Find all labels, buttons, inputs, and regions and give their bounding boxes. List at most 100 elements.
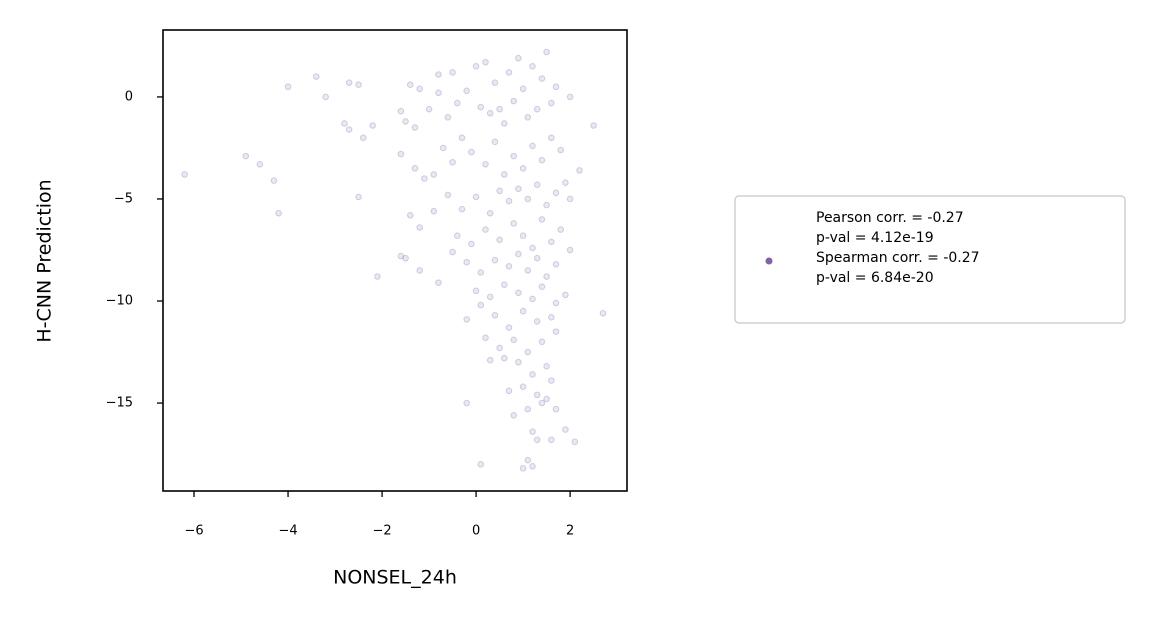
scatter-point [449,248,456,256]
scatter-point [552,405,560,413]
scatter-point [576,167,583,174]
scatter-point [486,209,494,217]
scatter-point [416,224,423,231]
scatter-point [519,307,527,315]
scatter-point [256,160,264,168]
scatter-point [529,295,536,303]
scatter-point [529,63,536,70]
scatter-point [397,107,405,115]
scatter-point [444,191,452,199]
scatter-point [533,436,541,444]
scatter-point [510,336,518,344]
scatter-point [453,99,461,107]
scatter-point [463,258,470,266]
scatter-point [477,269,485,276]
scatter-point [359,134,367,142]
scatter-point [562,426,569,433]
scatter-point [355,193,362,201]
scatter-point [439,144,447,152]
scatter-point [510,97,518,105]
legend-label: p-val = 6.84e-20 [816,270,934,286]
scatter-point [406,211,414,219]
scatter-point [524,195,532,203]
scatter-point [548,314,555,321]
scatter-point [275,209,282,217]
scatter-point [496,187,503,195]
scatter-point [524,456,532,464]
scatter-point [270,177,278,184]
scatter-point [533,105,541,113]
scatter-point [538,216,546,223]
x-axis-label: NONSEL_24h [333,567,457,589]
scatter-point [472,193,480,201]
scatter-point [411,124,419,131]
scatter-point [369,122,376,129]
scatter-point [501,120,508,127]
scatter-point [519,232,527,240]
scatter-point [505,197,513,205]
x-tick-label: −2 [372,524,391,539]
legend-label: Pearson corr. = -0.27 [816,210,964,226]
scatter-point [322,93,329,101]
scatter-point [435,279,442,286]
scatter-point [444,114,452,121]
scatter-point [548,99,555,107]
scatter-point [453,232,461,240]
scatter-point [458,134,466,142]
scatter-point [515,358,522,366]
scatter-point [515,54,522,62]
scatter-point [477,301,485,309]
legend-label: Spearman corr. = -0.27 [816,250,980,266]
scatter-point [533,318,541,325]
scatter-point [552,189,560,197]
y-tick-label: −15 [106,396,133,411]
scatter-point [477,103,485,111]
legend-box [734,195,1126,324]
scatter-point [524,405,532,413]
scatter-point [505,387,513,395]
y-tick-label: −5 [114,191,133,206]
scatter-point [430,171,438,178]
x-tick-label: −6 [184,524,203,539]
scatter-point [463,316,470,323]
scatter-point [538,283,546,291]
scatter-point [425,105,433,113]
scatter-point [482,58,489,66]
scatter-point [402,118,409,125]
scatter-point [430,207,438,215]
scatter-point [482,334,489,342]
scatter-point [421,175,428,182]
scatter-point [491,138,499,146]
y-axis-label: H-CNN Prediction [34,179,56,342]
scatter-point [402,254,409,262]
scatter-point [477,460,485,468]
scatter-point [501,171,508,178]
scatter-point [562,179,569,186]
scatter-point [449,158,456,166]
scatter-point [510,152,518,160]
scatter-point [538,75,546,82]
y-tick-label: −10 [106,294,133,309]
scatter-point [416,267,423,274]
scatter-point [533,391,541,399]
scatter-point [496,236,503,244]
scatter-point [435,71,442,78]
scatter-point [548,436,555,444]
scatter-point [510,411,518,419]
scatter-point [435,89,442,97]
scatter-point [355,81,362,88]
scatter-point [486,293,494,301]
scatter-point [345,126,353,133]
scatter-point [557,226,565,233]
scatter-point [463,399,470,407]
x-tick-label: −4 [278,524,297,539]
scatter-point [482,226,489,233]
scatter-point [486,356,494,364]
scatter-point [491,256,499,264]
scatter-point [599,309,607,317]
legend-label: p-val = 4.12e-19 [816,230,934,246]
scatter-point [181,171,188,178]
scatter-point [529,463,536,470]
scatter-point [548,377,555,384]
scatter-point [341,120,348,127]
